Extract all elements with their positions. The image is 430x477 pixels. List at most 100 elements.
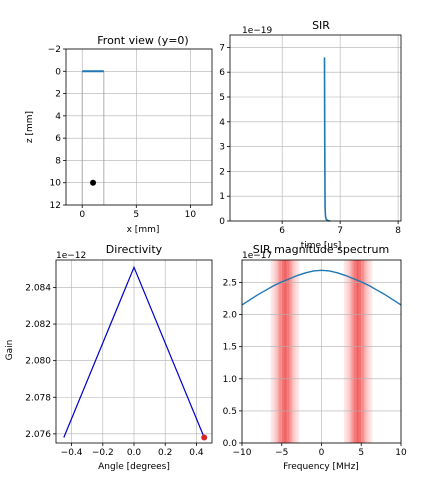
sir-offset-text: 1e−19 <box>242 26 273 36</box>
spectrum-xlabel: Frequency [MHz] <box>283 462 359 472</box>
spectrum-band-stripe <box>365 260 367 443</box>
spectrum-band-stripe <box>371 260 373 443</box>
spectrum-band-stripe <box>367 260 369 443</box>
front-ytick-label: 6 <box>55 134 61 144</box>
spectrum-band-stripe <box>353 260 355 443</box>
spectrum-band-stripe <box>294 260 296 443</box>
spectrum-ytick-label: 0.5 <box>223 407 237 417</box>
front-view-ylabel: z [mm] <box>25 111 35 143</box>
spectrum-band-stripe <box>343 260 345 443</box>
spectrum-band-stripe <box>280 260 282 443</box>
spectrum-band-stripe <box>355 260 357 443</box>
directivity-ytick-label: 2.084 <box>25 283 51 293</box>
spectrum-band-stripe <box>364 260 366 443</box>
spectrum-band-stripe <box>296 260 299 443</box>
spectrum-band-stripe <box>290 260 293 443</box>
sir-ytick-label: 6 <box>219 68 225 78</box>
spectrum-band-stripe <box>276 260 278 443</box>
sir-axes-frame <box>229 34 402 222</box>
spectrum-xtick-label: 0 <box>319 448 325 458</box>
spectrum-band-stripe <box>346 260 348 443</box>
sir-xtick-label: 8 <box>395 226 401 236</box>
front-ytick-label: 4 <box>55 112 61 122</box>
spectrum-band-stripe <box>270 260 272 443</box>
front-ytick-label: 10 <box>50 179 62 189</box>
sir-ytick-label: 7 <box>219 43 225 53</box>
spectrum-band-stripe <box>348 260 350 443</box>
directivity-ytick-label: 2.078 <box>25 393 51 403</box>
spectrum-xtick-label: 5 <box>358 448 364 458</box>
directivity-ytick-label: 2.082 <box>25 320 51 330</box>
spectrum-band-stripe <box>288 260 290 443</box>
spectrum-band-stripe <box>366 260 368 443</box>
sir-series-line <box>323 57 331 222</box>
spectrum-ytick-label: 2.5 <box>223 278 237 288</box>
spectrum-band-stripe <box>298 260 300 443</box>
directivity-ytick-label: 2.080 <box>25 357 51 367</box>
spectrum-ytick-label: 0.0 <box>223 439 238 449</box>
directivity-ylabel: Gain <box>5 340 15 361</box>
directivity-ytick-label: 2.076 <box>25 430 51 440</box>
panel-sir: SIR 1e−19 time [us] 6 7 8 0 1 2 3 4 5 6 7 <box>219 19 402 251</box>
spectrum-band-stripe <box>347 260 349 443</box>
spectrum-band-stripe <box>286 260 288 443</box>
front-ytick-label: 2 <box>55 90 61 100</box>
sir-xtick-label: 6 <box>279 226 285 236</box>
spectrum-band-stripe <box>359 260 361 443</box>
front-ytick-label: 12 <box>50 201 61 211</box>
front-xtick-label: 0 <box>79 210 85 220</box>
directivity-xtick-label: 0.0 <box>127 448 142 458</box>
spectrum-band-stripe <box>292 260 294 443</box>
directivity-series-line <box>63 265 205 438</box>
spectrum-axes-frame <box>241 259 402 444</box>
spectrum-series-line <box>241 269 402 306</box>
front-xtick-label: 10 <box>185 210 197 220</box>
spectrum-band-stripe <box>368 260 370 443</box>
spectrum-ytick-label: 1.5 <box>223 343 237 353</box>
spectrum-band-stripe <box>284 260 287 443</box>
spectrum-band-stripe <box>350 260 353 443</box>
spectrum-band-stripe <box>354 260 356 443</box>
spectrum-band-stripe <box>287 260 289 443</box>
spectrum-band-stripe <box>289 260 291 443</box>
front-view-xlabel: x [mm] <box>127 225 160 235</box>
spectrum-plot: −10 −5 0 5 10 0.0 0.5 1.0 1.5 2.0 2.5 <box>223 259 407 458</box>
front-view-plot: 0 5 10 −2 0 2 4 6 8 10 12 <box>48 45 213 220</box>
spectrum-band-stripe <box>352 260 354 443</box>
directivity-title: Directivity <box>106 243 163 256</box>
directivity-xtick-label: −0.2 <box>92 448 114 458</box>
front-xtick-label: 5 <box>133 210 139 220</box>
sir-xlabel: time [us] <box>301 241 342 251</box>
front-axes-frame <box>65 48 213 206</box>
spectrum-band-stripe <box>356 260 359 443</box>
front-view-title: Front view (y=0) <box>97 34 188 47</box>
front-ytick-label: 0 <box>55 67 61 77</box>
spectrum-band-stripe <box>273 260 275 443</box>
spectrum-xtick-label: 10 <box>395 448 407 458</box>
spectrum-band-stripe <box>274 260 276 443</box>
directivity-offset-text: 1e−12 <box>56 251 86 261</box>
spectrum-band-stripe <box>358 260 360 443</box>
sir-ytick-label: 0 <box>219 217 225 227</box>
sir-ytick-label: 4 <box>219 118 225 128</box>
directivity-xlabel: Angle [degrees] <box>98 462 170 472</box>
spectrum-xtick-label: −10 <box>233 448 252 458</box>
spectrum-band-stripe <box>277 260 279 443</box>
spectrum-band-stripe <box>293 260 295 443</box>
directivity-xtick-label: 0.4 <box>189 448 204 458</box>
panel-front-view: Front view (y=0) x [mm] z [mm] 0 5 10 −2 0 2 4… <box>25 34 213 235</box>
spectrum-title: SIR magnitude spectrum <box>253 243 389 256</box>
sir-ytick-label: 5 <box>219 93 225 103</box>
spectrum-offset-text: 1e−17 <box>242 251 272 261</box>
spectrum-band-stripe <box>278 260 281 443</box>
spectrum-band-stripe <box>282 260 284 443</box>
spectrum-band-stripe <box>344 260 347 443</box>
directivity-axes-frame <box>55 259 213 444</box>
directivity-marker <box>201 434 208 441</box>
directivity-xtick-label: −0.4 <box>61 448 83 458</box>
spectrum-xtick-label: −5 <box>275 448 288 458</box>
directivity-xtick-label: 0.2 <box>158 448 172 458</box>
sir-xtick-label: 7 <box>337 226 343 236</box>
spectrum-band-stripe <box>275 260 277 443</box>
sir-ytick-label: 1 <box>219 192 225 202</box>
